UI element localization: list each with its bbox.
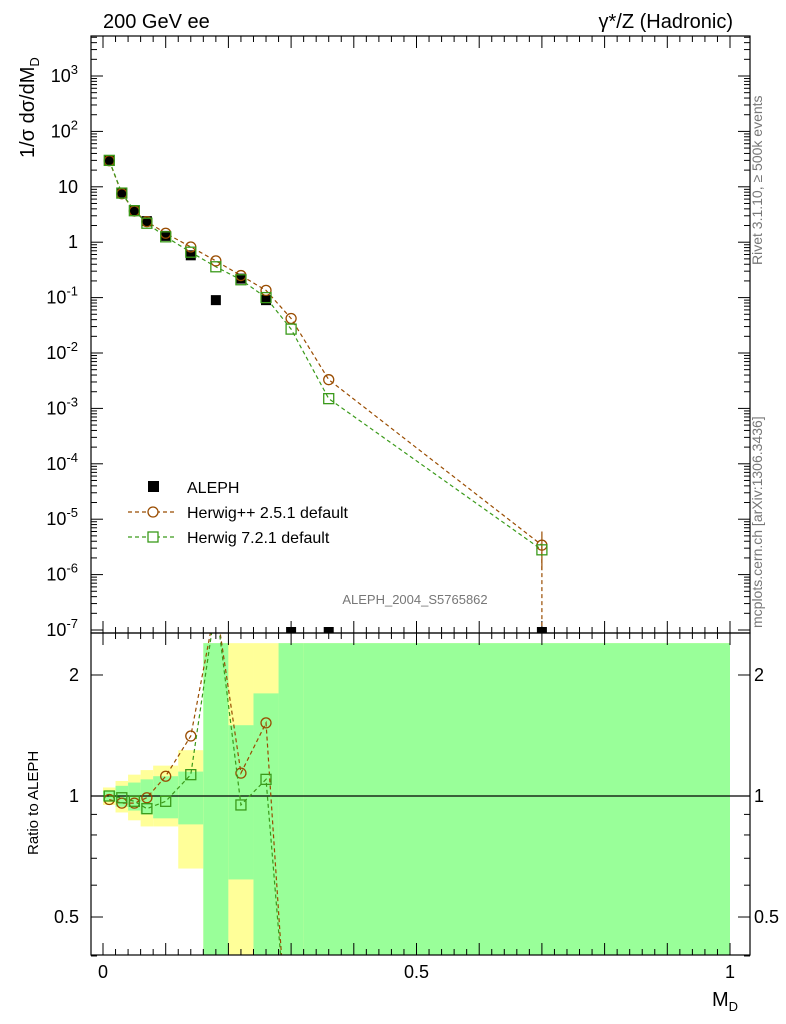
ratio-y-tick-label: 0.5 [54,907,79,927]
ratio-point-herwigpp [141,792,153,804]
ratio-point-herwigpp [235,767,247,779]
main-y-tick-label: 102 [51,117,78,141]
chart-title-left: 200 GeV ee [103,11,210,33]
ratio-point-herwig7 [141,803,153,815]
data-point-herwig7 [235,274,247,286]
data-point-aleph [116,187,127,198]
legend: ALEPH Herwig++ 2.5.1 default Herwig 7.2.1 … [128,480,349,547]
rivet-label: Rivet 3.1.10, ≥ 500k events [749,95,765,265]
ratio-line-herwigpp [109,633,283,955]
main-y-tick-label: 10 [58,177,78,197]
legend-label: Herwig 7.2.1 default [187,530,330,547]
data-point-aleph [104,155,115,166]
ratio-line-herwig7 [109,633,282,955]
main-y-tick-label: 10-3 [46,394,78,418]
data-point-herwig7 [116,187,128,199]
data-point-aleph [235,273,246,284]
band-inner-5 [178,771,204,825]
mcplots-label: mcplots.cern.ch [arXiv:1306.3436] [749,416,765,628]
ratio-point-herwig7 [103,790,115,802]
legend-label: Herwig++ 2.5.1 default [187,505,349,522]
data-point-herwig7 [210,261,222,273]
main-series [103,154,548,633]
legend-label: ALEPH [187,480,239,497]
main-y-tick-label: 1 [68,232,78,252]
ratio-plot-frame [90,632,751,956]
ratio-y-tick-label-right: 2 [754,665,764,685]
data-point-herwig7 [323,392,335,405]
ratio-point-herwig7 [235,799,247,811]
legend-marker-aleph [148,481,159,492]
data-point-aleph [210,295,221,306]
data-point-herwig7 [160,231,172,243]
ratio-point-herwig7 [160,795,172,807]
ratio-point-herwig7 [128,795,141,807]
data-point-herwig7 [141,217,153,229]
x-tick-label: 1 [725,962,735,982]
analysis-watermark: ALEPH_2004_S5765862 [342,592,487,607]
series-line-herwigpp [108,160,543,546]
band-inner-6 [203,643,229,955]
data-point-aleph [536,627,547,633]
data-point-herwig7 [285,323,297,335]
band-inner-4 [153,776,179,819]
chart-title-right: γ*/Z (Hadronic) [599,11,733,33]
main-y-tick-label: 10-2 [46,339,78,363]
ratio-point-herwigpp [185,730,197,742]
x-axis-label: MD [712,989,738,1014]
main-y-axis-label: 1/σ dσ/dMD [17,57,42,158]
ratio-y-tick-label: 1 [69,786,79,806]
data-point-herwigpp [260,284,272,297]
ratio-y-tick-label-right: 0.5 [754,907,779,927]
main-y-tick-label: 10-7 [46,616,78,640]
ratio-axis-ticks: 0 0.5 1 0.5 0.5 1 1 2 2 [54,633,779,982]
ratio-point-herwig7 [185,769,197,781]
main-y-tick-label: 103 [51,62,78,86]
data-point-aleph [160,230,171,241]
ratio-y-tick-label-right: 1 [754,786,764,806]
series-line-herwig7 [108,160,543,551]
legend-marker-herwig7 [147,531,159,543]
legend-marker-herwigpp [147,506,159,518]
data-point-herwig7 [536,544,548,556]
ratio-y-axis-label: Ratio to ALEPH [25,751,42,855]
main-y-tick-label: 10-6 [46,561,78,585]
data-point-aleph [286,627,297,633]
data-point-herwig7 [185,246,197,258]
data-point-aleph [185,250,196,261]
data-point-herwig7 [103,154,115,167]
data-point-herwigpp [323,374,335,386]
data-point-aleph [141,216,152,227]
main-y-tick-label: 10-4 [46,450,78,474]
data-point-aleph [323,627,334,633]
ratio-point-herwig7 [116,792,128,804]
data-point-herwigpp [210,255,222,267]
x-tick-label: 0 [98,962,108,982]
main-y-tick-label: 10-5 [46,505,78,529]
data-point-herwig7 [128,205,141,217]
main-y-tick-label: 10-1 [46,284,78,308]
data-point-aleph [261,295,272,306]
data-point-aleph [129,205,140,216]
x-tick-label: 0.5 [404,962,429,982]
ratio-series [103,633,283,955]
ratio-point-herwigpp [160,770,172,782]
ratio-y-tick-label: 2 [69,665,79,685]
main-axis-ticks: 10-7 10-6 10-5 10-4 10-3 10-2 10-1 1 10 102 103 [46,36,750,640]
ratio-point-herwigpp [260,717,272,729]
ratio-point-herwig7 [260,773,272,786]
band-inner-3 [140,779,154,815]
band-inner-10 [303,643,730,955]
band-inner-9 [278,643,304,955]
ratio-uncertainty-bands [91,643,750,955]
band-inner-8 [253,693,279,955]
data-point-herwig7 [260,291,272,304]
